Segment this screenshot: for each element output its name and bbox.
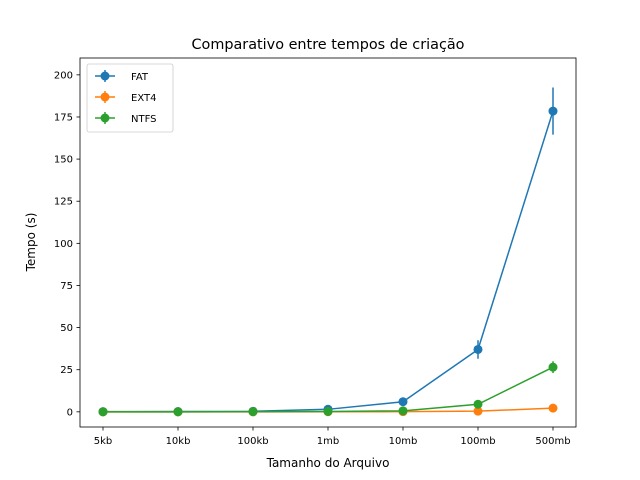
plot-area bbox=[98, 87, 558, 417]
y-tick-label: 75 bbox=[60, 281, 73, 292]
legend-label-ntfs: NTFS bbox=[131, 114, 157, 125]
data-point-ntfs bbox=[473, 399, 483, 409]
x-tick-label: 100kb bbox=[237, 436, 268, 447]
legend-box bbox=[86, 63, 174, 133]
x-tick-label: 10kb bbox=[166, 436, 191, 447]
legend: FAT EXT4 NTFS bbox=[86, 63, 174, 133]
x-tick-label: 5kb bbox=[94, 436, 113, 447]
y-axis-label: Tempo (s) bbox=[24, 213, 38, 273]
data-point-ext4 bbox=[548, 403, 558, 413]
x-axis-label: Tamanho do Arquivo bbox=[266, 456, 390, 470]
data-point-fat bbox=[473, 344, 483, 354]
data-point-ext4 bbox=[473, 406, 483, 416]
y-axis: 0 25 50 75 100 125 150 175 200 bbox=[54, 70, 80, 418]
y-tick-label: 125 bbox=[54, 197, 73, 208]
data-point-ntfs bbox=[323, 406, 333, 416]
data-point-ntfs bbox=[98, 407, 108, 417]
data-point-ntfs bbox=[248, 407, 258, 417]
y-tick-label: 25 bbox=[60, 365, 73, 376]
data-point-fat bbox=[548, 106, 558, 116]
data-point-ntfs bbox=[548, 362, 558, 372]
legend-marker-ntfs bbox=[100, 113, 110, 123]
data-point-ntfs bbox=[398, 406, 408, 416]
y-tick-label: 150 bbox=[54, 155, 73, 166]
data-point-fat bbox=[398, 397, 408, 407]
x-tick-label: 500mb bbox=[535, 436, 570, 447]
x-tick-label: 10mb bbox=[389, 436, 418, 447]
legend-marker-fat bbox=[100, 71, 110, 81]
x-tick-label: 100mb bbox=[460, 436, 495, 447]
y-tick-label: 50 bbox=[60, 323, 73, 334]
y-tick-label: 100 bbox=[54, 239, 73, 250]
legend-marker-ext4 bbox=[100, 92, 110, 102]
y-tick-label: 200 bbox=[54, 70, 73, 81]
legend-label-ext4: EXT4 bbox=[131, 93, 156, 104]
x-tick-label: 1mb bbox=[317, 436, 339, 447]
y-tick-label: 0 bbox=[67, 407, 73, 418]
chart-title: Comparativo entre tempos de criação bbox=[191, 37, 464, 53]
legend-label-fat: FAT bbox=[131, 72, 149, 83]
y-tick-label: 175 bbox=[54, 112, 73, 123]
data-point-ntfs bbox=[173, 407, 183, 417]
x-axis: 5kb 10kb 100kb 1mb 10mb 100mb 500mb bbox=[94, 427, 571, 447]
